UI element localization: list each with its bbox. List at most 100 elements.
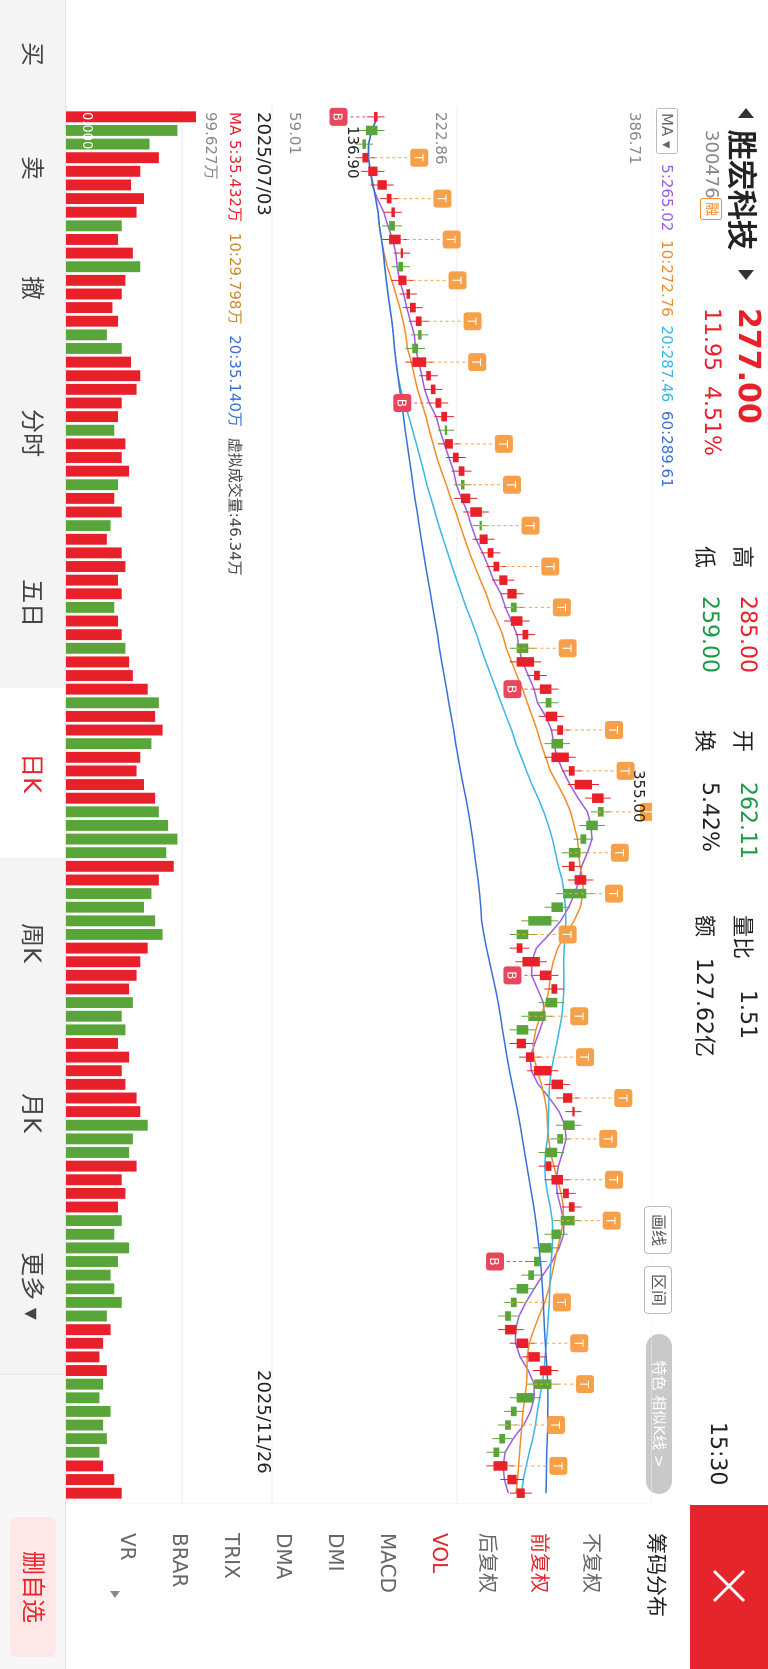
- stock-name[interactable]: 胜宏科技: [723, 130, 758, 250]
- panel-item-10[interactable]: VR: [116, 1533, 140, 1561]
- panel-item-2[interactable]: 前复权: [528, 1533, 552, 1593]
- ma60-legend: 60:289.61: [658, 411, 676, 488]
- panel-item-0[interactable]: 筹码分布: [644, 1533, 668, 1617]
- sell-signal-label: T: [434, 194, 448, 203]
- next-stock-icon[interactable]: [738, 270, 754, 280]
- panel-item-8[interactable]: TRIX: [220, 1533, 244, 1579]
- candle-body: [386, 193, 392, 204]
- sell-signal-marker: [503, 475, 522, 494]
- panel-item-1[interactable]: 不复权: [580, 1533, 604, 1593]
- volume-bar: [66, 670, 133, 681]
- volume-bar: [66, 601, 115, 613]
- panel-item-5[interactable]: MACD: [376, 1533, 400, 1593]
- sell-signal-marker: [576, 1048, 595, 1067]
- close-panel-button[interactable]: [690, 1505, 768, 1669]
- more-indicators-icon[interactable]: [110, 1591, 120, 1598]
- nav-2[interactable]: 撤: [0, 228, 65, 349]
- volume-bar: [66, 1119, 148, 1131]
- buy-signal-marker: [393, 393, 412, 412]
- candle-body: [409, 302, 416, 313]
- sell-signal-label: T: [577, 1379, 591, 1388]
- volume-bar: [66, 383, 137, 395]
- volume-bar: [66, 588, 122, 600]
- nav-1[interactable]: 卖: [0, 108, 65, 229]
- candle-body: [545, 997, 558, 1008]
- volume-bar: [66, 465, 130, 477]
- candle-body: [362, 139, 366, 149]
- candle-body: [398, 275, 407, 286]
- candle-body: [441, 411, 448, 422]
- volume-bar: [66, 124, 178, 136]
- nav-0[interactable]: 买: [0, 0, 65, 109]
- candle-body: [516, 643, 529, 654]
- candle-body: [525, 1052, 535, 1062]
- candle-body: [528, 916, 552, 926]
- sell-signal-label: T: [606, 1175, 620, 1184]
- volume-bar: [66, 193, 144, 205]
- volume-bar: [66, 492, 115, 504]
- volume-bar: [66, 697, 159, 709]
- ma60-line: [367, 116, 549, 1494]
- volume-bar: [66, 288, 122, 300]
- nav-4[interactable]: 五日: [0, 518, 65, 689]
- candle-body: [522, 956, 540, 967]
- panel-item-7[interactable]: DMA: [272, 1533, 296, 1580]
- kline-chart[interactable]: B T T T T T T B T T T T T T B T T T T T T B T T T T T T B T T T T T: [66, 106, 652, 1504]
- sell-signal-marker: [639, 802, 652, 821]
- volume-bar: [66, 1133, 133, 1145]
- sell-signal-marker: [576, 1375, 595, 1394]
- volume-bar: [66, 274, 126, 286]
- candle-body: [534, 1256, 540, 1267]
- bottom-nav: 买卖撤分时 五日 日K 周K 月K 更多 ▾: [0, 0, 66, 1669]
- nav-7[interactable]: 月K: [0, 1028, 65, 1199]
- candle-body: [516, 1284, 529, 1294]
- volume-bar: [66, 1460, 104, 1472]
- sell-signal-marker: [552, 1293, 571, 1312]
- volume-bar: [66, 1474, 115, 1486]
- price-axis-top: 386.71: [626, 112, 644, 165]
- ma-selector[interactable]: MA ▾: [656, 108, 678, 154]
- volume-bar: [66, 942, 148, 954]
- candle-body: [572, 1106, 575, 1117]
- volume-bar: [66, 1365, 107, 1376]
- high-label: 高: [729, 546, 754, 569]
- candle-body: [516, 929, 529, 940]
- candle-body: [539, 1365, 552, 1376]
- candle-body: [505, 1324, 517, 1335]
- panel-item-9[interactable]: BRAR: [168, 1533, 192, 1588]
- prev-stock-icon[interactable]: [738, 108, 754, 118]
- nav-3[interactable]: 分时: [0, 348, 65, 519]
- candle-body: [368, 166, 378, 177]
- volume-bar: [66, 574, 118, 586]
- sell-signal-marker: [541, 557, 560, 576]
- volume-bar: [66, 234, 118, 245]
- panel-item-3[interactable]: 后复权: [476, 1533, 500, 1593]
- stock-code: 300476: [701, 130, 722, 199]
- remove-favorite-button[interactable]: 删自选: [0, 1505, 66, 1669]
- remove-favorite-label: 删自选: [10, 1517, 56, 1657]
- panel-item-6[interactable]: DMI: [324, 1533, 348, 1572]
- indicator-panel: 筹码分布 不复权 前复权 后复权 VOL MACD DMI DMA TRIX BRAR VR: [80, 1505, 680, 1669]
- volume-bar: [66, 765, 137, 777]
- nav-8[interactable]: 更多 ▾: [0, 1198, 65, 1375]
- buy-signal-label: B: [331, 113, 345, 121]
- volume-bar: [66, 1201, 118, 1213]
- ma5-legend: 5:265.02: [658, 164, 676, 232]
- volume-bar: [66, 874, 159, 886]
- sell-signal-marker: [463, 312, 482, 331]
- volume-bar: [66, 901, 144, 913]
- volume-bar: [66, 220, 122, 232]
- candle-body: [539, 1243, 552, 1253]
- sell-signal-marker: [605, 721, 624, 740]
- volume-bar: [66, 1160, 137, 1172]
- candle-body: [377, 180, 387, 190]
- volume-bar: [66, 1324, 111, 1336]
- nav-6[interactable]: 周K: [0, 858, 65, 1029]
- ma-selector-label: MA: [658, 113, 676, 137]
- candle-body: [586, 820, 598, 831]
- candle-body: [545, 698, 552, 708]
- panel-item-4[interactable]: VOL: [428, 1533, 452, 1574]
- nav-5[interactable]: 日K: [0, 688, 65, 859]
- volume-bar: [66, 997, 133, 1009]
